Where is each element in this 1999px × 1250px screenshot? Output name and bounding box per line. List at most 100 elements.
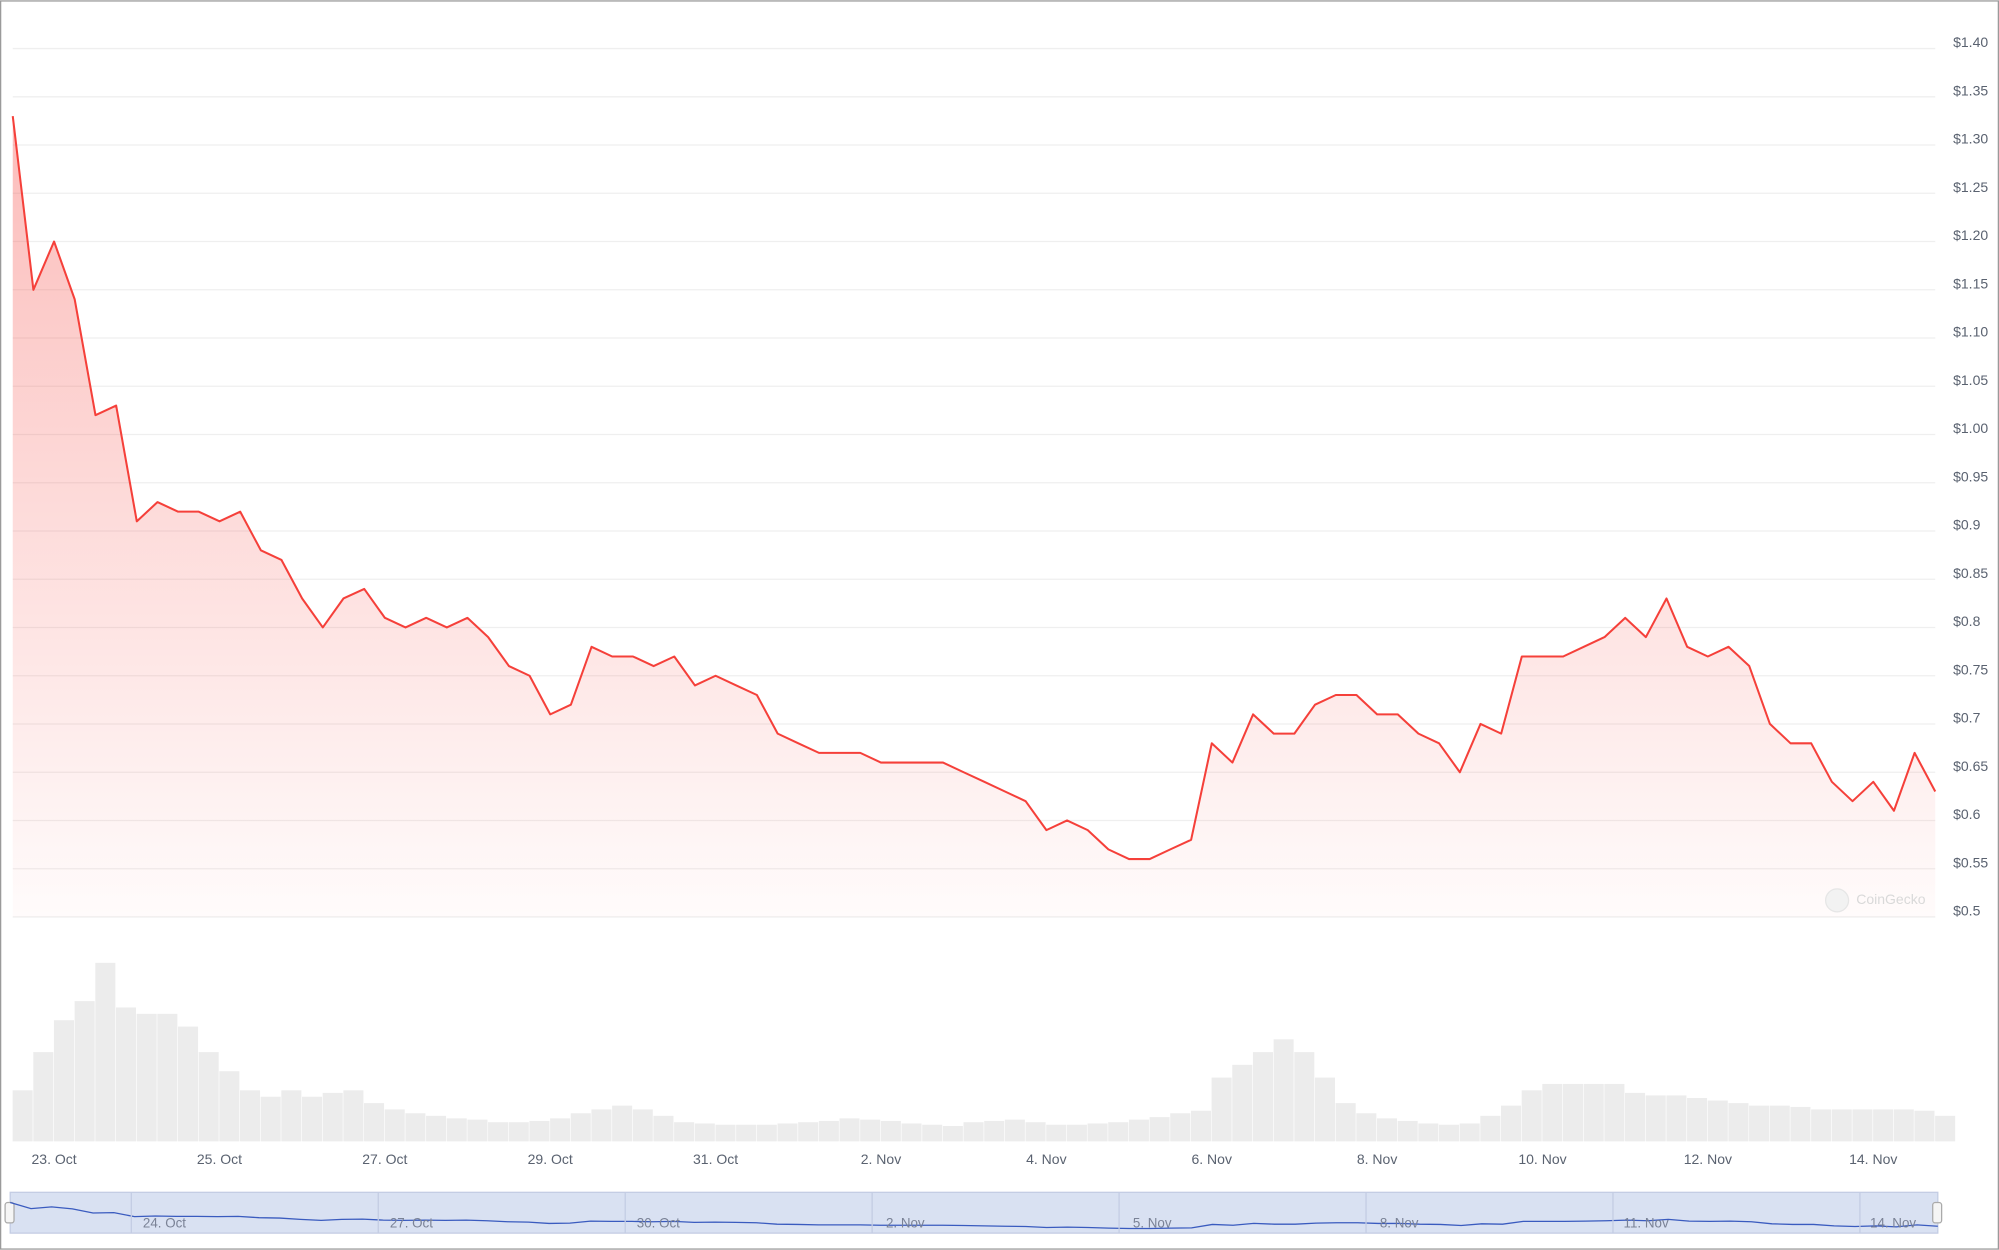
y-tick-label: $1.40: [1953, 34, 1988, 50]
volume-bar: [550, 1118, 571, 1142]
volume-bar: [1852, 1109, 1873, 1142]
volume-bar: [632, 1109, 653, 1142]
navigator-handle[interactable]: [1932, 1201, 1943, 1224]
volume-layer: [12, 962, 1956, 1142]
navigator-line: [10, 1201, 1938, 1230]
volume-bar: [12, 1090, 33, 1142]
volume-bar: [198, 1052, 219, 1142]
y-tick-label: $0.55: [1953, 854, 1988, 870]
x-tick-label: 23. Oct: [31, 1151, 76, 1167]
volume-bar: [963, 1122, 984, 1142]
volume-bar: [364, 1103, 385, 1142]
volume-bar: [508, 1122, 529, 1142]
volume-bar: [384, 1109, 405, 1142]
volume-bar: [1625, 1092, 1646, 1142]
volume-bar: [446, 1118, 467, 1142]
x-tick-label: 2. Nov: [861, 1151, 902, 1167]
volume-bar: [1687, 1097, 1708, 1142]
navigator-label: 24. Oct: [143, 1216, 186, 1231]
volume-bar: [488, 1122, 509, 1142]
x-tick-label: 31. Oct: [693, 1151, 738, 1167]
volume-bar: [1583, 1083, 1604, 1142]
x-tick-label: 8. Nov: [1357, 1151, 1398, 1167]
x-tick-label: 14. Nov: [1849, 1151, 1897, 1167]
volume-bar: [1252, 1052, 1273, 1142]
volume-bar: [1004, 1119, 1025, 1142]
volume-bar: [984, 1120, 1005, 1142]
y-tick-label: $0.75: [1953, 661, 1988, 677]
volume-bar: [95, 962, 116, 1142]
volume-bar: [942, 1126, 963, 1142]
volume-bar: [1149, 1117, 1170, 1142]
volume-bar: [1914, 1110, 1935, 1142]
volume-bar: [1749, 1105, 1770, 1142]
volume-bar: [1873, 1109, 1894, 1142]
navigator-label: 27. Oct: [390, 1216, 433, 1231]
y-tick-label: $0.8: [1953, 613, 1980, 629]
volume-bar: [467, 1119, 488, 1142]
volume-bar: [1314, 1077, 1335, 1142]
y-tick-label: $0.7: [1953, 710, 1980, 726]
volume-bar: [426, 1115, 447, 1142]
volume-bar: [1666, 1095, 1687, 1142]
y-tick-label: $0.9: [1953, 517, 1980, 533]
volume-bar: [115, 1007, 137, 1142]
volume-bar: [1645, 1095, 1666, 1142]
volume-bar: [1501, 1105, 1522, 1142]
volume-bar: [1087, 1123, 1108, 1142]
volume-bar: [901, 1123, 922, 1142]
volume-bar: [1128, 1119, 1149, 1142]
volume-bar: [570, 1113, 591, 1142]
x-tick-label: 4. Nov: [1026, 1151, 1067, 1167]
volume-bar: [1811, 1109, 1832, 1142]
plot-layer: 23. Oct 25. Oct 27. Oct 29. Oct 31. Oct 2. No…: [11, 115, 1937, 1167]
volume-bar: [1170, 1113, 1191, 1142]
x-tick-label: 29. Oct: [528, 1151, 573, 1167]
navigator-label: 14. Nov: [1870, 1216, 1916, 1231]
volume-bar: [136, 1013, 157, 1142]
volume-bar: [74, 1001, 95, 1142]
volume-bar: [1542, 1083, 1563, 1142]
navigator-label: 8. Nov: [1380, 1216, 1419, 1231]
navigator[interactable]: [9, 1191, 1939, 1234]
volume-bar: [1046, 1124, 1067, 1142]
volume-bar: [612, 1105, 633, 1142]
volume-bar: [922, 1124, 943, 1142]
volume-bar: [1459, 1123, 1480, 1142]
y-tick-label: $1.30: [1953, 131, 1988, 147]
y-tick-label: $1.35: [1953, 82, 1988, 98]
navigator-handle[interactable]: [4, 1201, 15, 1224]
y-tick-label: $1.00: [1953, 420, 1988, 436]
volume-bar: [798, 1122, 819, 1142]
volume-bar: [756, 1124, 777, 1142]
volume-bar: [1480, 1115, 1501, 1142]
volume-bar: [177, 1026, 199, 1142]
y-tick-label: $1.10: [1953, 324, 1988, 340]
volume-bar: [281, 1090, 302, 1142]
navigator-label: 2. Nov: [886, 1216, 925, 1231]
volume-bar: [1790, 1106, 1811, 1142]
y-tick-label: $0.95: [1953, 468, 1988, 484]
volume-bar: [1769, 1105, 1790, 1142]
volume-bar: [674, 1122, 695, 1142]
y-tick-label: $1.20: [1953, 227, 1988, 243]
volume-bar: [736, 1124, 757, 1142]
volume-bar: [1418, 1123, 1439, 1142]
y-tick-label: $1.15: [1953, 275, 1988, 291]
volume-bar: [1211, 1077, 1232, 1142]
price-line: [11, 115, 1937, 861]
volume-bar: [1335, 1103, 1356, 1142]
x-tick-label: 27. Oct: [362, 1151, 407, 1167]
volume-bar: [1728, 1103, 1749, 1142]
volume-bar: [260, 1096, 281, 1142]
volume-bar: [1108, 1122, 1129, 1142]
x-tick-label: 25. Oct: [197, 1151, 242, 1167]
volume-bar: [1831, 1109, 1852, 1142]
volume-bar: [880, 1120, 901, 1142]
y-tick-label: $1.05: [1953, 372, 1988, 388]
navigator-label: 30. Oct: [637, 1216, 680, 1231]
watermark-text: CoinGecko: [1856, 891, 1926, 907]
volume-bar: [1273, 1039, 1294, 1142]
